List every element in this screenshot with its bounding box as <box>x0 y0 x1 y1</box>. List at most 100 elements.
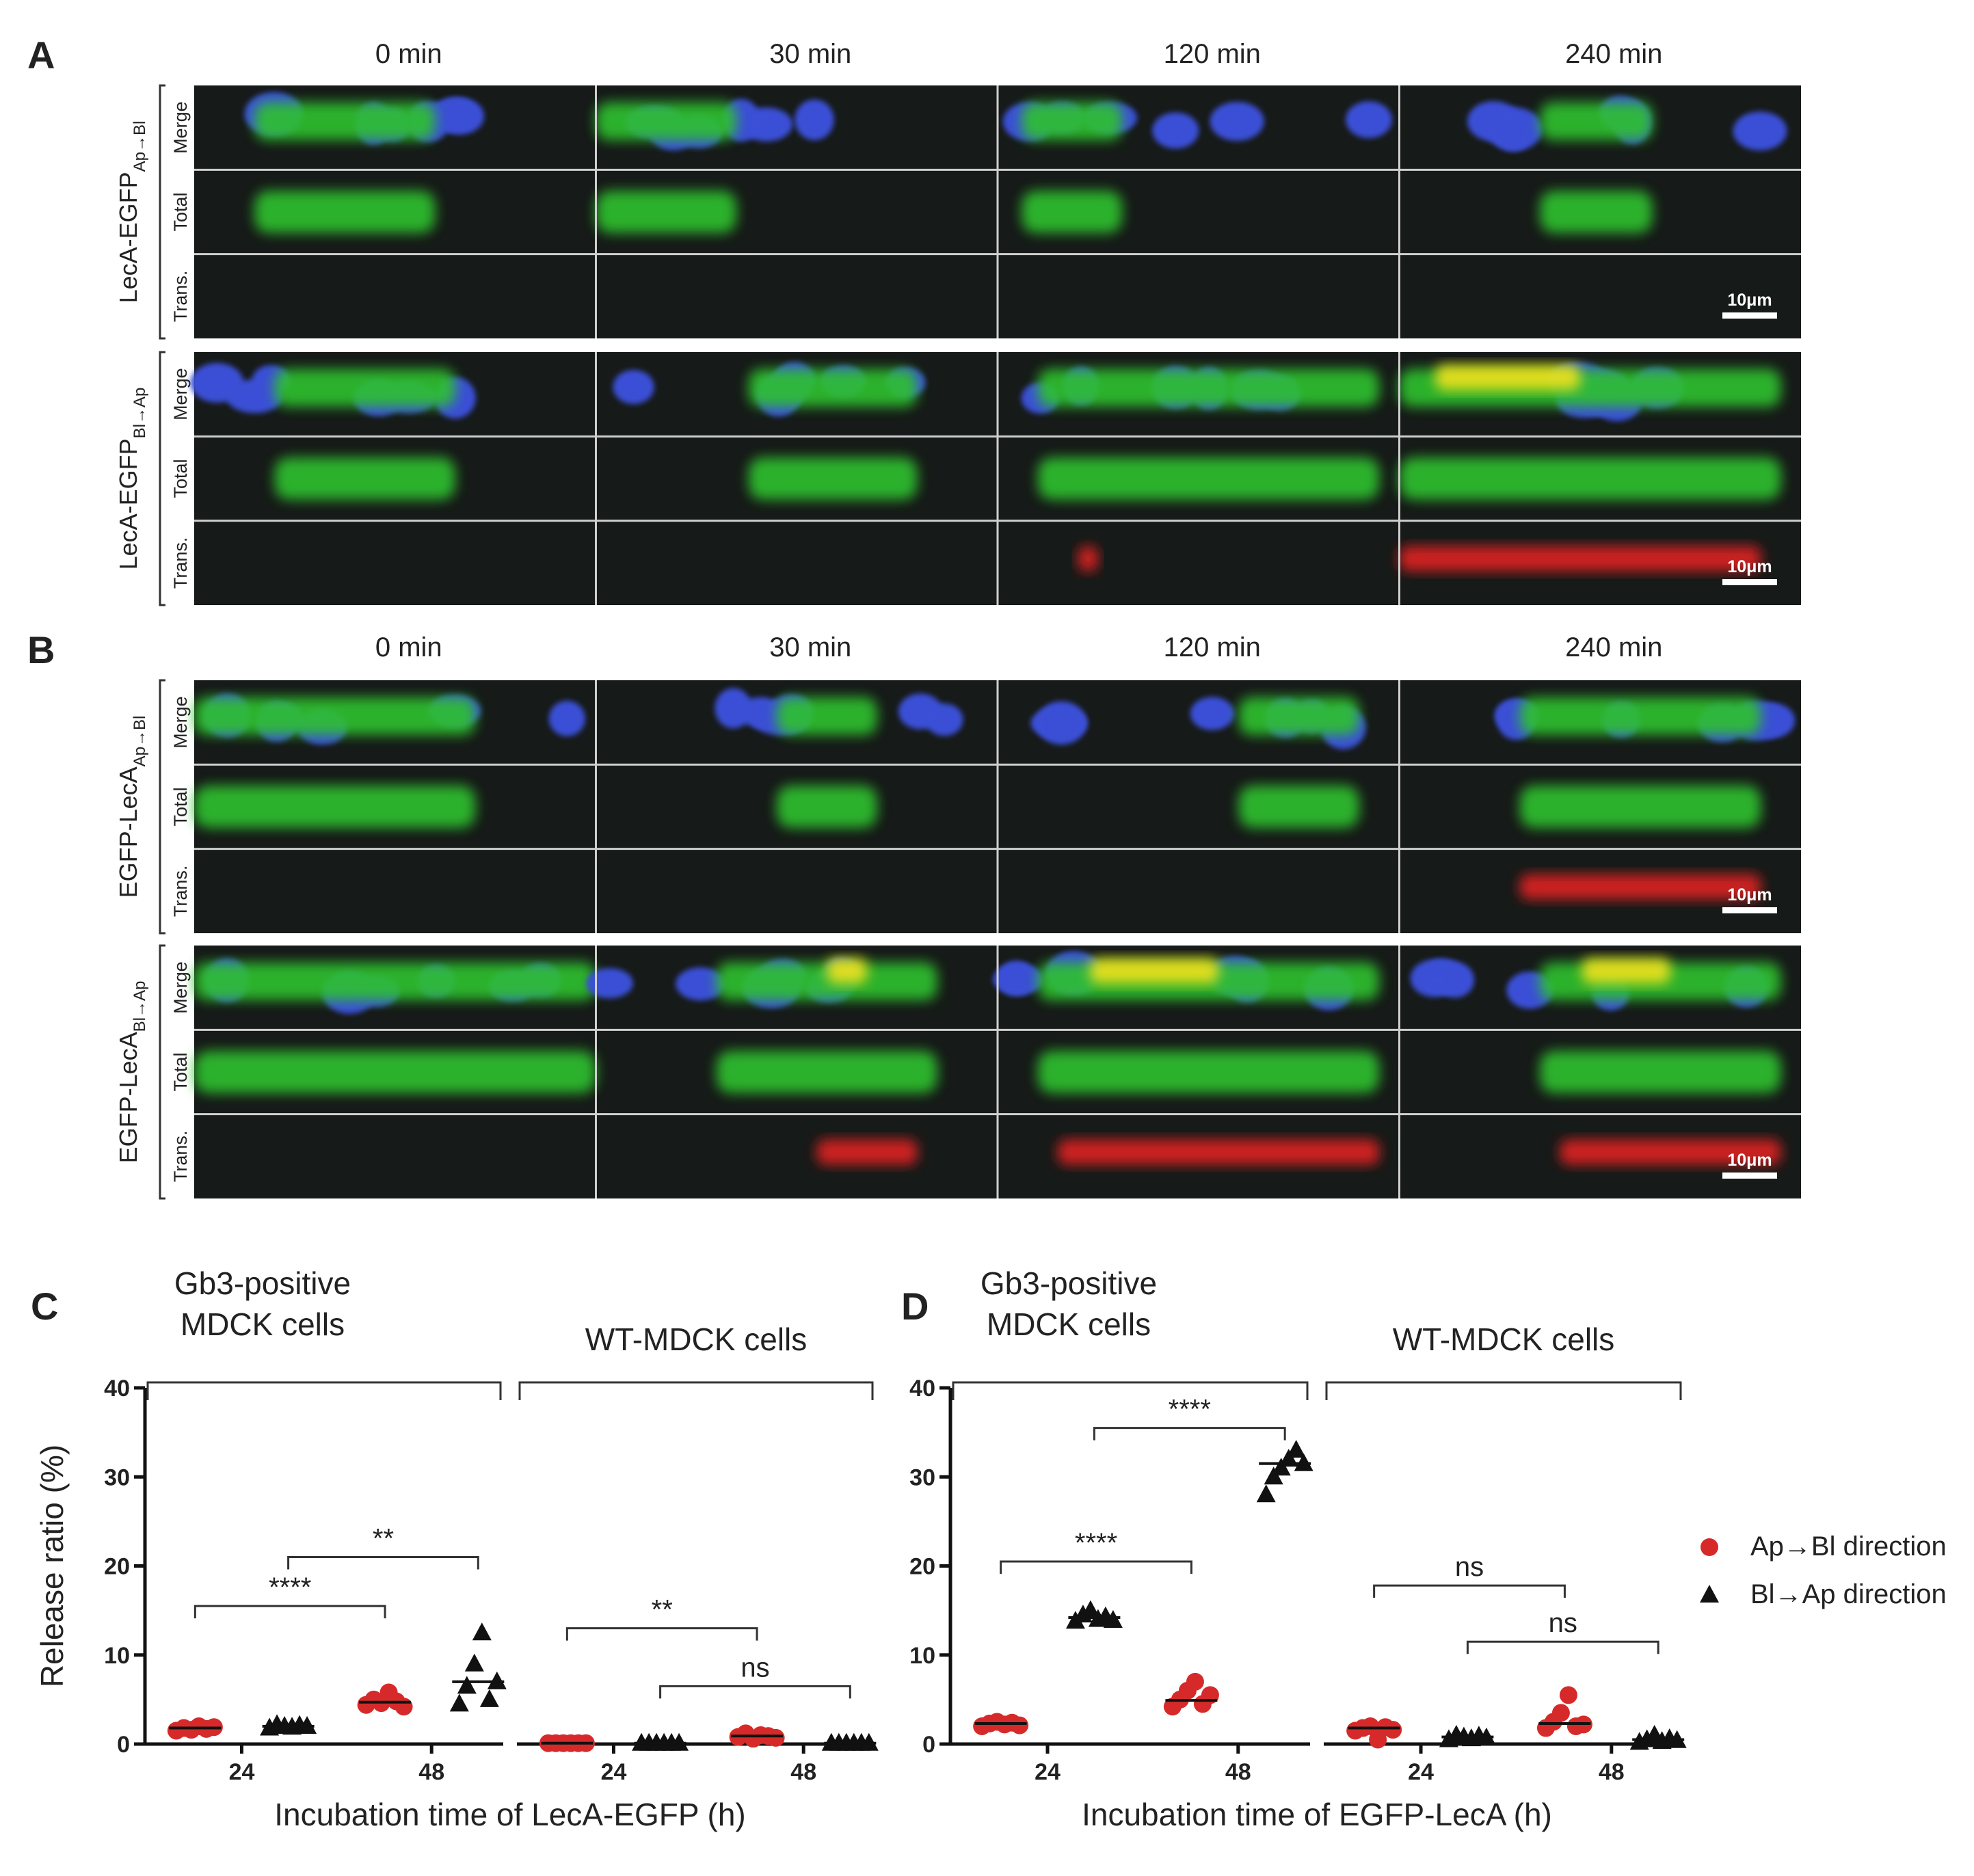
time-label: 30 min <box>769 39 851 69</box>
panel-letter: B <box>27 628 55 671</box>
nucleus-blob <box>795 99 834 140</box>
group-label-direction: Bl→Ap <box>131 388 149 439</box>
nucleus-blob <box>1346 101 1392 139</box>
y-tick-label: 30 <box>104 1464 130 1490</box>
time-label: 120 min <box>1164 39 1261 69</box>
egfp-total-signal <box>776 786 877 828</box>
nucleus-blob <box>1495 115 1531 151</box>
egfp-total-signal <box>1519 786 1761 828</box>
scale-bar <box>1722 907 1777 913</box>
row-label: Merge <box>170 696 191 749</box>
egfp-signal <box>716 962 937 1001</box>
nucleus-blob <box>1036 701 1086 745</box>
y-tick-label: 20 <box>909 1554 935 1580</box>
micrograph-column <box>993 951 1380 1165</box>
egfp-signal <box>748 368 918 407</box>
significance-bracket <box>1373 1584 1566 1598</box>
micrograph-column <box>596 98 834 233</box>
micrograph-column <box>1002 101 1392 233</box>
row-label: Merge <box>170 101 191 154</box>
x-tick-label: 24 <box>1408 1759 1434 1785</box>
nucleus-blob <box>1152 112 1199 149</box>
egfp-signal <box>274 368 455 407</box>
row-label: Merge <box>170 961 191 1014</box>
significance-bracket <box>287 1555 479 1570</box>
y-tick-label: 30 <box>909 1464 935 1490</box>
row-label: Total <box>170 787 191 826</box>
nucleus-blob <box>1190 697 1235 731</box>
x-tick-label: 48 <box>790 1759 816 1785</box>
panel-letter: D <box>901 1285 929 1328</box>
overlap-signal <box>1582 958 1671 984</box>
egfp-signal <box>1037 368 1380 407</box>
nucleus-blob <box>586 968 633 999</box>
egfp-signal <box>1238 697 1359 736</box>
significance-label: **** <box>269 1572 311 1603</box>
nucleus-blob <box>1733 111 1787 151</box>
significance-bracket <box>1093 1427 1286 1440</box>
nucleus-blob <box>1210 101 1264 141</box>
group-label: WT-MDCK cells <box>585 1322 808 1357</box>
y-tick-label: 40 <box>909 1376 935 1402</box>
y-tick-label: 0 <box>117 1732 130 1758</box>
panel-letter: A <box>27 34 55 77</box>
egfp-signal <box>254 102 436 141</box>
micrograph-column <box>1494 697 1796 900</box>
significance-label: ** <box>373 1523 394 1553</box>
egfp-signal <box>194 962 596 1001</box>
egfp-signal <box>1022 102 1123 141</box>
x-tick-label: 48 <box>1225 1759 1251 1785</box>
egfp-total-signal <box>254 191 436 233</box>
micrograph-column <box>1410 958 1781 1165</box>
significance-label: ** <box>652 1595 673 1625</box>
panel-b: B 0 min 30 min 120 min 240 min Merge Total Tran… <box>27 628 1801 1200</box>
nucleus-blob <box>190 362 244 403</box>
group-bracket <box>518 1381 874 1400</box>
nucleus-blob <box>676 967 725 1001</box>
group-label-name: LecA-EGFP <box>114 172 142 303</box>
egfp-total-signal <box>194 786 476 828</box>
chart-d: D 0 10 20 30 40 Gb3-positive MDCK cells 24 48 WT-M… <box>901 1265 1947 1832</box>
legend-label: Bl→Ap direction <box>1750 1579 1947 1609</box>
micrograph-column <box>194 959 596 1093</box>
group-label-name: LecA-EGFP <box>114 438 142 570</box>
trans-signal <box>1058 1139 1380 1165</box>
data-point-triangle <box>464 1653 484 1672</box>
x-tick-label: 24 <box>1035 1759 1061 1785</box>
egfp-signal <box>1519 697 1761 736</box>
nucleus-blob <box>997 961 1036 995</box>
micrograph-block: Merge Total Trans. LecA-EGFPBl→Ap 10μm <box>114 351 1801 606</box>
overlap-signal <box>827 958 868 984</box>
data-point-circle <box>395 1698 413 1716</box>
significance-label: **** <box>1075 1528 1117 1558</box>
scale-bar-label: 10μm <box>1727 1151 1772 1170</box>
y-tick-label: 20 <box>104 1554 130 1580</box>
micrograph-column <box>194 693 585 828</box>
group-label: EGFP-LecABl→Ap <box>114 981 149 1164</box>
egfp-total-signal <box>1399 457 1781 500</box>
row-bracket <box>159 679 165 935</box>
data-point-triangle <box>1279 1449 1298 1467</box>
nucleus-blob <box>613 370 654 405</box>
x-axis-label: Incubation time of LecA-EGFP (h) <box>274 1797 745 1832</box>
row-bracket <box>159 944 165 1200</box>
nucleus-blob <box>925 703 963 736</box>
trans-signal <box>1519 874 1761 900</box>
micrograph-block: Merge Total Trans. EGFP-LecAAp→Bl 10μm <box>114 679 1801 935</box>
row-label: Merge <box>170 368 191 420</box>
scale-bar-label: 10μm <box>1727 291 1772 310</box>
micrograph-column <box>1030 697 1366 828</box>
group-label: LecA-EGFPBl→Ap <box>114 388 149 570</box>
nucleus-blob <box>1751 703 1796 738</box>
micrograph-panels: A 0 min 30 min 120 min 240 min Merge Total Tran… <box>27 34 1801 1200</box>
scale-bar-label: 10μm <box>1727 557 1772 576</box>
micrograph-column <box>586 958 937 1165</box>
micrograph-column <box>1467 96 1787 233</box>
egfp-total-signal <box>1540 1051 1781 1093</box>
legend-marker-circle <box>1700 1538 1718 1556</box>
data-point-triangle <box>479 1689 499 1707</box>
data-point-triangle <box>457 1676 477 1694</box>
group-label: MDCK cells <box>987 1306 1151 1342</box>
y-tick-label: 0 <box>922 1732 935 1758</box>
